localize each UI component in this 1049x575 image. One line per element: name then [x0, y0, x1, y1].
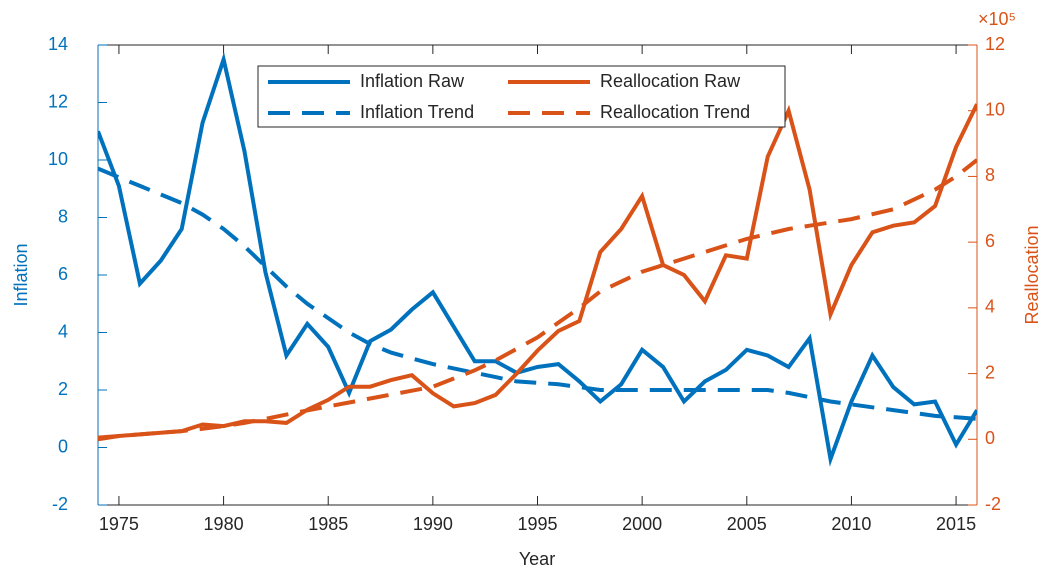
x-tick-label: 1975	[99, 514, 139, 534]
y-tick-label: 6	[58, 264, 68, 284]
legend-box	[257, 65, 786, 128]
x-axis-label: Year	[519, 549, 555, 569]
y-tick-label: 10	[48, 149, 68, 169]
y-tick-label: 12	[48, 91, 68, 111]
legend-label: Reallocation Trend	[600, 102, 750, 122]
y2-tick-label: 0	[985, 428, 995, 448]
data-line	[98, 51, 977, 467]
y2-tick-label: 2	[985, 362, 995, 382]
y-tick-label: 14	[48, 34, 68, 54]
x-tick-label: 1985	[308, 514, 348, 534]
x-tick-label: 1995	[517, 514, 557, 534]
y2-tick-label: 6	[985, 231, 995, 251]
y2-axis-label: Reallocation	[1022, 225, 1042, 324]
y2-tick-label: 10	[985, 99, 1005, 119]
x-tick-label: 2010	[831, 514, 871, 534]
y2-tick-label: 4	[985, 297, 995, 317]
y-tick-label: 8	[58, 206, 68, 226]
x-tick-label: 2005	[727, 514, 767, 534]
legend-label: Reallocation Raw	[600, 71, 741, 91]
x-tick-label: 1990	[413, 514, 453, 534]
y2-tick-label: -2	[985, 494, 1001, 514]
y-tick-label: 2	[58, 379, 68, 399]
x-tick-label: 2000	[622, 514, 662, 534]
y2-tick-label: 8	[985, 165, 995, 185]
data-line	[98, 103, 977, 442]
x-tick-label: 1980	[204, 514, 244, 534]
data-line	[98, 166, 977, 421]
y-tick-label: 4	[58, 321, 68, 341]
data-line	[98, 158, 977, 440]
legend-label: Inflation Trend	[360, 102, 474, 122]
y-tick-label: -2	[52, 494, 68, 514]
y2-tick-label: 12	[985, 34, 1005, 54]
legend-label: Inflation Raw	[360, 71, 465, 91]
y-tick-label: 0	[58, 436, 68, 456]
x-tick-label: 2015	[936, 514, 976, 534]
y-axis-label: Inflation	[11, 243, 31, 306]
y2-multiplier: ×10⁵	[978, 9, 1016, 29]
